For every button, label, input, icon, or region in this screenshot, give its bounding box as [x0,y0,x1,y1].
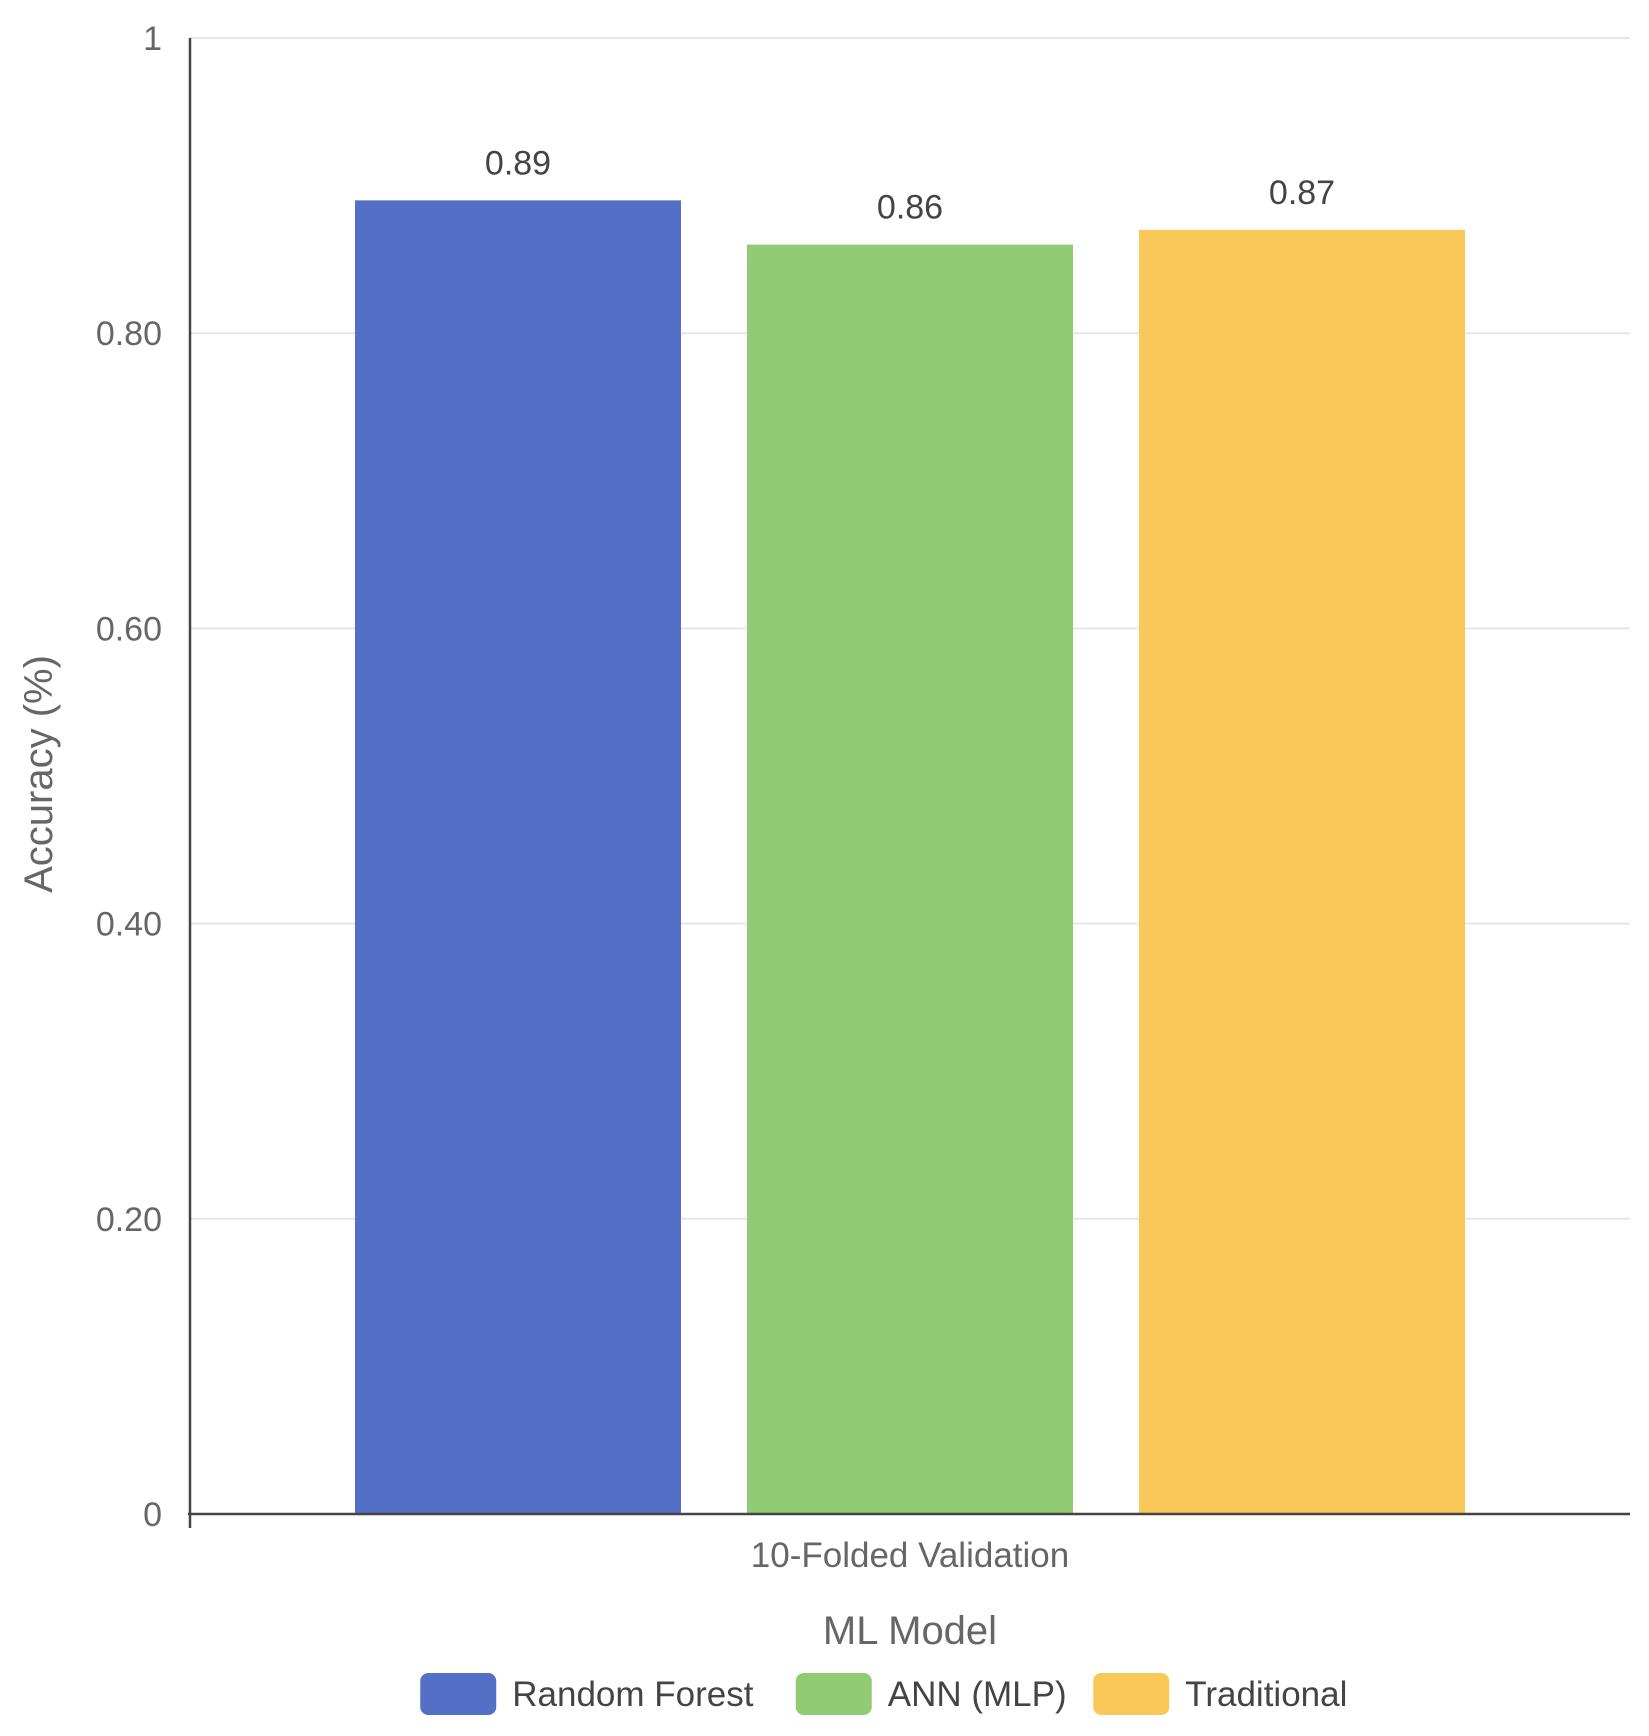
bar-traditional [1139,229,1465,1514]
bar-ann-mlp [747,244,1073,1514]
x-category-label: 10-Folded Validation [751,1536,1069,1575]
y-tick-label: 0 [143,1496,162,1534]
legend-label: Random Forest [512,1675,753,1714]
legend: Random Forest ANN (MLP) Traditional [420,1673,1347,1715]
bar-value-label: 0.87 [1269,174,1335,212]
bar-value-label: 0.89 [485,144,551,182]
bar-value-label: 0.86 [877,189,943,227]
data-labels: 0.89 0.86 0.87 [485,144,1335,226]
bars [355,200,1465,1515]
y-tick-label: 0.40 [96,906,162,944]
y-axis-title: Accuracy (%) [17,655,61,893]
x-axis-title: ML Model [823,1609,997,1653]
bar-random-forest [355,200,681,1515]
y-tick-label: 1 [143,20,162,58]
legend-item: ANN (MLP) [795,1673,1067,1715]
legend-swatch [420,1673,497,1715]
legend-swatch [795,1673,872,1715]
y-axis-ticks: 0 0.20 0.40 0.60 0.80 1 [96,20,162,1534]
legend-item: Traditional [1093,1673,1347,1715]
legend-label: Traditional [1185,1675,1347,1714]
y-tick-label: 0.20 [96,1201,162,1239]
legend-item: Random Forest [420,1673,754,1715]
legend-swatch [1093,1673,1170,1715]
legend-label: ANN (MLP) [888,1675,1067,1714]
y-tick-label: 0.80 [96,315,162,353]
y-tick-label: 0.60 [96,610,162,648]
